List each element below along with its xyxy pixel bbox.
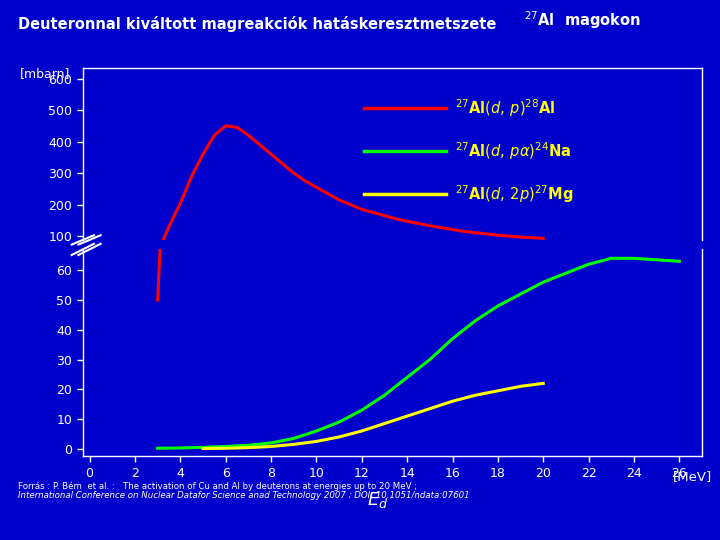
Text: $^{27}$Al$\mathit{(d,\,p)}^{28}$Al: $^{27}$Al$\mathit{(d,\,p)}^{28}$Al — [455, 97, 556, 119]
Text: $^{27}$Al  magokon: $^{27}$Al magokon — [524, 10, 641, 31]
Text: Deuteronnal kiváltott magreakciók hatáskeresztmetszete: Deuteronnal kiváltott magreakciók hatásk… — [18, 16, 496, 32]
Text: $^{27}$Al$\mathit{(d,\,2p)}^{27}$Mg: $^{27}$Al$\mathit{(d,\,2p)}^{27}$Mg — [455, 184, 574, 205]
Text: $^{27}$Al$\mathit{(d,\,p\alpha)}^{24}$Na: $^{27}$Al$\mathit{(d,\,p\alpha)}^{24}$Na — [455, 140, 571, 162]
Text: Forrás : P. Bém  et al. :   The activation of Cu and Al by deuterons at energies: Forrás : P. Bém et al. : The activation … — [18, 481, 417, 491]
Text: $E_d$: $E_d$ — [367, 489, 389, 510]
Text: International Conference on Nuclear Datafor Science anad Technology 2007 ; DOI: : International Conference on Nuclear Data… — [18, 491, 469, 500]
Text: [mbarn]: [mbarn] — [19, 68, 70, 80]
Text: [MeV]: [MeV] — [673, 470, 713, 483]
